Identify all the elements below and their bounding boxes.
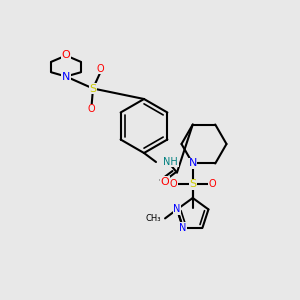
Text: CH₃: CH₃ <box>146 214 161 223</box>
Text: N: N <box>179 223 187 233</box>
Text: N: N <box>189 158 197 169</box>
Text: O: O <box>160 176 169 187</box>
Text: N: N <box>62 71 70 82</box>
Text: N: N <box>173 204 181 214</box>
Text: S: S <box>189 179 196 190</box>
Text: O: O <box>88 104 95 115</box>
Text: O: O <box>97 64 104 74</box>
Text: S: S <box>89 83 97 94</box>
Text: O: O <box>61 50 70 61</box>
Text: NH: NH <box>164 157 178 167</box>
Text: O: O <box>208 179 216 190</box>
Text: O: O <box>169 179 177 190</box>
